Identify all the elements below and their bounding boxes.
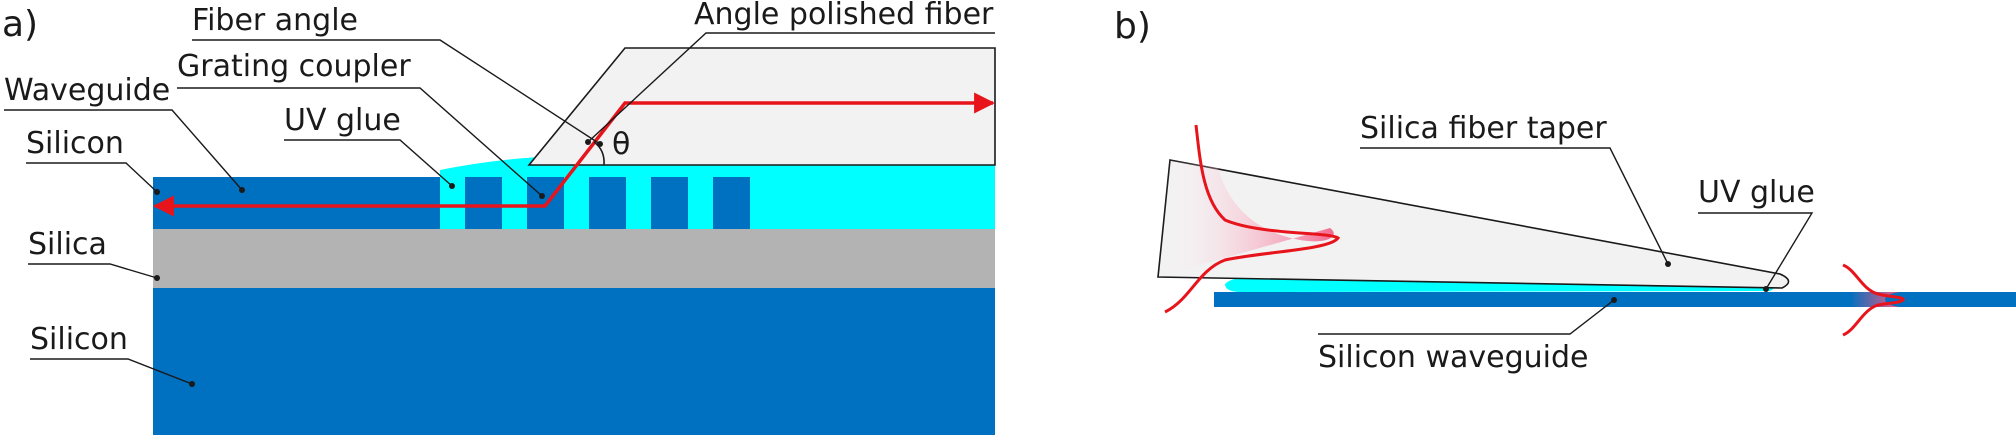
grating-coupler-label: Grating coupler [177,49,411,84]
grating-tooth [465,177,502,229]
silicon-waveguide-label: Silicon waveguide [1318,340,1588,375]
waveguide-mode-fill [1850,292,1900,307]
fiber-angle-label: Fiber angle [192,3,358,38]
waveguide-label: Waveguide [4,73,170,108]
fiber-angle-leader [192,39,601,145]
silicon-top-leader [26,162,158,193]
theta-symbol: θ [612,127,630,162]
silica-layer [153,229,995,288]
uv-glue-dot [449,183,455,189]
grating-coupler-dot [539,193,545,199]
angle-polished-fiber-leader [587,32,995,143]
angle-polished-fiber-dot [585,139,591,145]
silicon-top-dot [154,189,160,195]
panel-b-letter: b) [1114,6,1151,47]
uv-glue-b-leader [1698,212,1814,290]
uv-glue-label: UV glue [284,103,401,138]
silicon-waveguide-layer [153,177,440,229]
silica-dot [154,275,160,281]
fiber-angle-arc [593,141,605,166]
grating-tooth [589,177,626,229]
silicon-substrate [153,288,995,435]
grating-tooth [651,177,688,229]
silicon-bottom-label: Silicon [30,322,128,357]
uv-glue-b [1225,277,1774,292]
uv-glue-leader [284,139,453,187]
silica-leader [28,263,158,279]
silicon-bottom-dot [189,381,195,387]
waveguide-leader [4,109,243,191]
silicon-top-label: Silicon [26,126,124,161]
fiber-mode-fill [1158,160,1334,277]
silica-fiber-taper [1157,159,1790,289]
panel-b: b) Silica fiber taper UV glue Silicon wa… [1114,6,2016,375]
silicon-waveguide-leader [1318,299,1615,335]
panel-a: a) θ Fiber angle Angle polished fiber Gr… [2,0,996,435]
angle-polished-fiber-label: Angle polished fiber [694,0,994,32]
waveguide-mode-profile [1842,263,1905,337]
silicon-waveguide-dot [1611,297,1617,303]
silica-fiber-taper-leader [1360,147,1669,265]
grating-coupler-leader [177,87,543,197]
fiber-angle-dot [597,141,603,147]
grating-tooth [713,177,750,229]
panel-a-letter: a) [2,4,38,45]
silicon-bottom-leader [30,358,193,385]
silica-fiber-taper-dot [1665,261,1671,267]
uv-glue-b-dot [1763,286,1769,292]
silica-label: Silica [28,227,107,262]
waveguide-dot [239,187,245,193]
uv-glue-b-label: UV glue [1698,175,1815,210]
fiber-mode-profile [1164,124,1341,314]
light-path [152,92,996,217]
silica-fiber-taper-label: Silica fiber taper [1360,111,1607,146]
